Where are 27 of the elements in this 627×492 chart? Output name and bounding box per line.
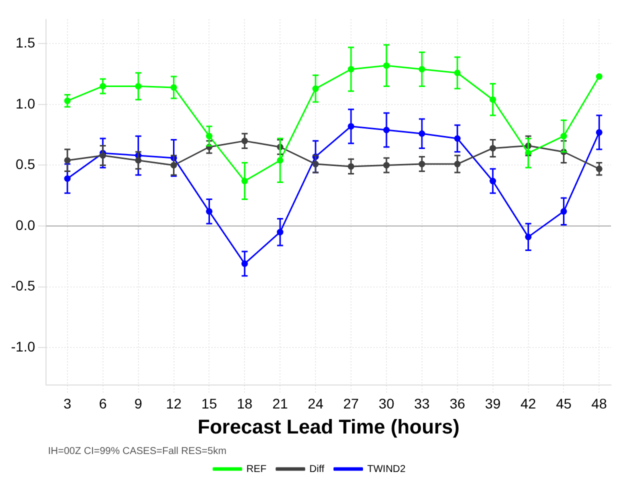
y-tick-label: 1.0 — [16, 95, 36, 112]
x-tick-label: 12 — [166, 395, 182, 412]
y-tick-label: -1.0 — [11, 338, 36, 354]
x-tick-label: 21 — [272, 395, 288, 412]
x-tick-label: 24 — [308, 395, 324, 412]
x-tick-label: 42 — [520, 395, 536, 412]
text: IH=00Z CI=99% CASES=Fall RES=5km — [48, 446, 226, 457]
legend-label: Diff — [309, 464, 324, 475]
x-tick-label: 33 — [414, 395, 430, 412]
x-tick-label: 3 — [63, 395, 72, 412]
x-tick-label: 18 — [236, 395, 253, 412]
x-tick-label: 30 — [378, 395, 394, 412]
y-tick-label: -0.5 — [11, 278, 36, 294]
x-tick-label: 9 — [134, 395, 142, 412]
x-tick-label: 36 — [450, 395, 466, 412]
legend-label: REF — [246, 464, 266, 475]
x-tick-label: 45 — [556, 395, 572, 412]
x-tick-label: 6 — [98, 395, 107, 412]
legend-label: TWIND2 — [367, 464, 406, 475]
x-tick-label: 15 — [201, 395, 218, 412]
x-tick-label: 48 — [591, 395, 608, 412]
x-tick-label: 27 — [343, 395, 360, 412]
x-axis-title: Forecast Lead Time (hours) — [198, 416, 460, 439]
y-tick-label: 0.0 — [16, 216, 36, 233]
x-tick-label: 39 — [485, 395, 501, 412]
y-tick-label: 0.5 — [16, 156, 36, 172]
y-tick-label: 1.5 — [16, 34, 36, 51]
